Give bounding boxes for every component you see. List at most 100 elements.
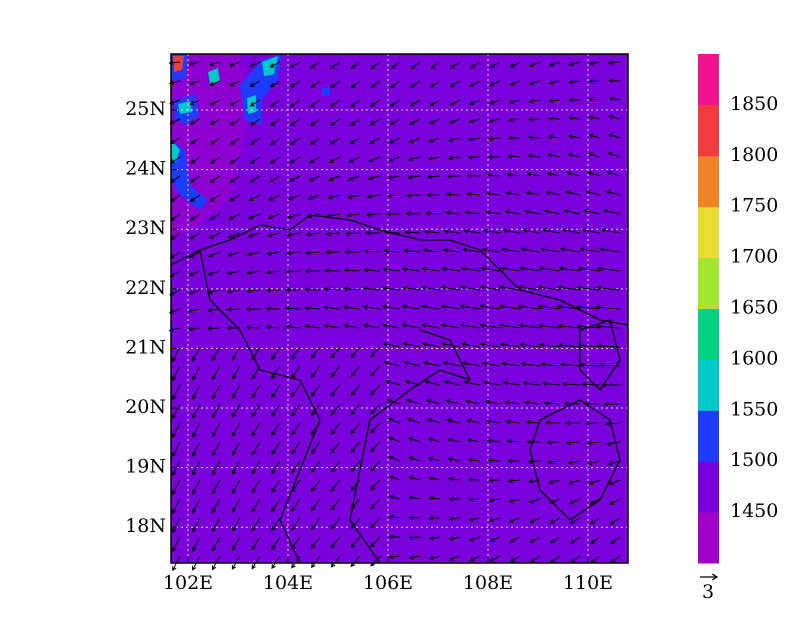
wind-arrow	[291, 479, 301, 493]
wind-arrow-head	[271, 526, 276, 532]
wind-arrow	[311, 536, 321, 549]
wind-arrow	[409, 496, 421, 500]
wind-arrow-head	[486, 419, 491, 424]
wind-arrow-head	[211, 527, 217, 533]
wind-arrow	[251, 403, 261, 417]
wind-arrow-head	[265, 306, 271, 312]
wind-arrow-head	[370, 102, 375, 107]
wind-arrow-head	[422, 248, 428, 253]
wind-arrow-head	[370, 428, 375, 434]
wind-arrow-head	[607, 151, 613, 157]
wind-arrow-head	[408, 555, 414, 560]
wind-arrow-head	[588, 480, 594, 486]
wind-arrow-head	[383, 248, 389, 254]
wind-arrow	[510, 536, 521, 543]
wind-arrow	[364, 269, 381, 272]
wind-arrow-head	[426, 192, 432, 198]
wind-arrow	[231, 536, 241, 551]
wind-arrow-head	[519, 266, 525, 271]
wind-arrow-head	[172, 547, 177, 553]
wind-arrow-head	[586, 171, 592, 176]
wind-arrow	[526, 191, 541, 196]
wind-arrow	[367, 194, 381, 198]
wind-arrow	[558, 286, 581, 291]
wind-arrow-head	[168, 60, 174, 66]
wind-arrow-head	[209, 81, 215, 86]
wind-arrow-head	[608, 96, 614, 102]
wind-arrow-head	[520, 361, 526, 367]
wind-arrow	[210, 194, 221, 202]
wind-arrow	[170, 194, 181, 202]
wind-arrow-head	[498, 304, 504, 309]
wind-arrow	[486, 420, 501, 424]
wind-arrow	[169, 289, 181, 296]
wind-arrow-head	[306, 232, 312, 237]
y-tick-label: 22N	[125, 277, 166, 299]
wind-arrow-head	[547, 134, 553, 140]
wind-arrow	[250, 80, 261, 87]
wind-arrow	[172, 346, 181, 362]
wind-arrow-head	[428, 456, 434, 462]
wind-arrow	[609, 133, 621, 139]
wind-arrow-head	[330, 102, 336, 108]
wind-arrow	[410, 118, 421, 125]
wind-arrow-head	[547, 459, 553, 465]
wind-arrow	[449, 137, 461, 142]
wind-arrow	[231, 460, 241, 475]
wind-arrow	[250, 118, 261, 126]
wind-arrow-head	[568, 134, 574, 139]
wind-arrow-head	[330, 353, 336, 359]
wind-arrow-head	[370, 447, 375, 453]
wind-arrow-head	[209, 120, 215, 126]
wind-arrow-head	[409, 120, 415, 125]
wind-arrow-head	[508, 117, 514, 123]
wind-arrow	[549, 479, 561, 484]
wind-arrow-head	[576, 285, 582, 291]
wind-arrow-head	[192, 356, 197, 362]
wind-arrow	[547, 172, 561, 177]
wind-arrow	[463, 362, 481, 367]
wind-arrow	[529, 99, 541, 103]
wind-arrow-head	[330, 562, 336, 568]
wind-arrow	[229, 213, 241, 220]
wind-arrow-head	[388, 494, 394, 500]
wind-arrow-head	[488, 118, 494, 123]
wind-arrow-head	[501, 247, 507, 252]
wind-arrow	[305, 288, 321, 291]
wind-arrow	[529, 498, 541, 503]
wind-arrow-head	[245, 306, 251, 312]
wind-arrow-head	[366, 194, 372, 199]
wind-arrow-head	[388, 514, 394, 520]
wind-arrow-head	[517, 304, 523, 309]
wind-arrow	[548, 460, 561, 464]
wind-arrow-head	[291, 430, 296, 436]
wind-arrow	[344, 288, 361, 291]
wind-arrow	[370, 441, 381, 453]
wind-arrow	[422, 343, 441, 348]
wind-arrow	[305, 325, 321, 329]
wind-arrow-head	[384, 230, 390, 235]
wind-arrow	[596, 306, 621, 310]
wind-arrow-head	[383, 342, 389, 347]
wind-arrow	[446, 212, 461, 215]
wind-arrow-head	[211, 413, 217, 419]
wind-arrow	[441, 324, 461, 329]
wind-arrow-head	[291, 506, 296, 512]
wind-arrow	[528, 460, 541, 463]
wind-arrow-head	[603, 401, 609, 407]
wind-arrow-head	[189, 197, 195, 202]
wind-arrow-head	[401, 304, 407, 310]
wind-arrow	[487, 174, 501, 177]
wind-arrow-head	[271, 393, 276, 399]
wind-arrow-head	[585, 189, 591, 195]
wind-arrow-head	[566, 440, 572, 446]
wind-arrow-head	[231, 431, 237, 437]
wind-arrow	[291, 365, 301, 379]
wind-arrow	[384, 250, 401, 253]
wind-arrow	[609, 61, 621, 64]
y-tick-label: 23N	[125, 217, 166, 239]
wind-arrow	[521, 363, 541, 367]
wind-arrow	[390, 99, 401, 107]
wind-arrow	[448, 156, 461, 159]
wind-arrow	[402, 305, 421, 310]
